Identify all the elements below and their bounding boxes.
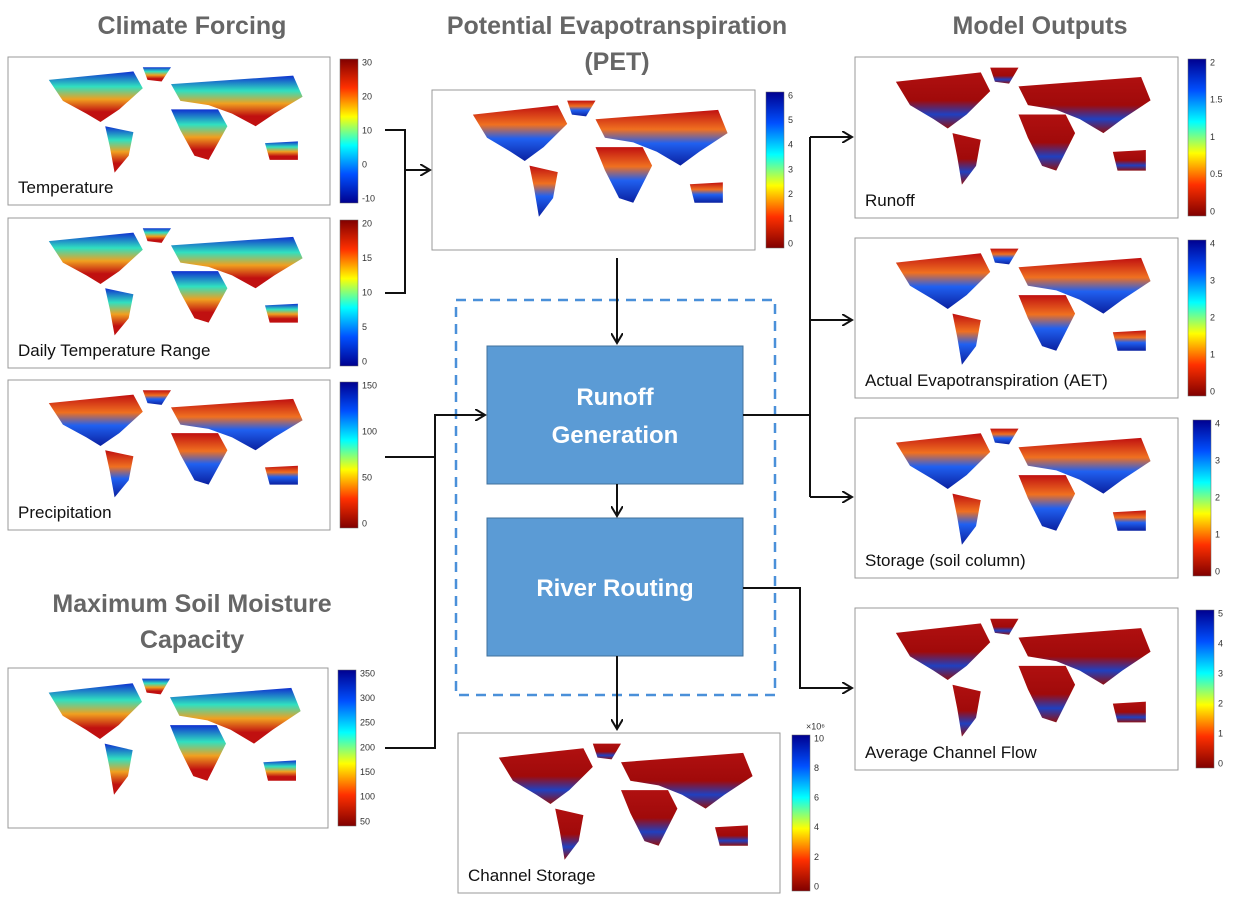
- colorbar-tick: 20: [362, 91, 372, 101]
- colorbar-tick: 0: [814, 881, 819, 891]
- colorbar-tick: 0: [362, 356, 367, 366]
- colorbar-tick: 0: [1210, 386, 1215, 396]
- colorbar-tick: 2: [814, 852, 819, 862]
- colorbar-tick: 20: [362, 218, 372, 228]
- colorbar-tick: 1: [1210, 132, 1215, 142]
- process-box: [487, 346, 743, 484]
- colorbar: [340, 220, 358, 366]
- colorbar-tick: 10: [362, 125, 372, 135]
- panel-label: Precipitation: [18, 503, 112, 522]
- colorbar-tick: 250: [360, 718, 375, 728]
- colorbar-tick: 150: [360, 767, 375, 777]
- colorbar-tick: 5: [788, 115, 793, 125]
- process-label: River Routing: [536, 575, 693, 602]
- panel-label: Average Channel Flow: [865, 743, 1037, 762]
- colorbar-tick: 4: [788, 140, 793, 150]
- colorbar: [340, 59, 358, 203]
- colorbar-tick: 0: [1218, 758, 1223, 768]
- panel-label: Daily Temperature Range: [18, 341, 210, 360]
- colorbar: [1196, 610, 1214, 768]
- colorbar: [340, 382, 358, 528]
- colorbar-tick: 3: [1215, 455, 1220, 465]
- colorbar-tick: 1: [788, 214, 793, 224]
- section-title: Potential Evapotranspiration: [447, 12, 787, 40]
- process-label: Generation: [552, 422, 679, 449]
- colorbar-tick: 5: [362, 322, 367, 332]
- diagram: Climate Forcing Potential Evapotranspira…: [0, 0, 1233, 899]
- colorbar-tick: 50: [360, 816, 370, 826]
- colorbar-tick: 300: [360, 693, 375, 703]
- colorbar: [792, 735, 810, 891]
- section-title: Climate Forcing: [98, 12, 287, 40]
- section-title: (PET): [584, 48, 649, 76]
- colorbar-tick: 2: [1215, 492, 1220, 502]
- panel-label: Channel Storage: [468, 866, 596, 885]
- colorbar-tick: 4: [1210, 238, 1215, 248]
- colorbar-tick: 6: [788, 90, 793, 100]
- colorbar-tick: 1.5: [1210, 95, 1223, 105]
- colorbar-tick: 2: [788, 189, 793, 199]
- colorbar-tick: 1: [1210, 349, 1215, 359]
- colorbar-tick: 200: [360, 742, 375, 752]
- colorbar-tick: 10: [814, 733, 824, 743]
- colorbar-tick: 8: [814, 763, 819, 773]
- colorbar: [1188, 240, 1206, 396]
- colorbar-tick: 100: [360, 792, 375, 802]
- colorbar-multiplier: ×10⁶: [806, 721, 825, 731]
- colorbar-tick: 3: [1210, 275, 1215, 285]
- colorbar-tick: 3: [1218, 668, 1223, 678]
- colorbar-tick: 4: [814, 822, 819, 832]
- colorbar: [1188, 59, 1206, 216]
- colorbar-tick: 2: [1218, 698, 1223, 708]
- colorbar-tick: 6: [814, 793, 819, 803]
- colorbar-tick: 5: [1218, 608, 1223, 618]
- panel-label: Actual Evapotranspiration (AET): [865, 371, 1108, 390]
- process-label: Runoff: [576, 384, 654, 411]
- colorbar-tick: 2: [1210, 57, 1215, 67]
- colorbar-tick: 0: [362, 159, 367, 169]
- colorbar-tick: 3: [788, 164, 793, 174]
- colorbar-tick: 30: [362, 57, 372, 67]
- colorbar-tick: 150: [362, 380, 377, 390]
- colorbar-tick: 0: [1215, 566, 1220, 576]
- colorbar-tick: -10: [362, 193, 375, 203]
- colorbar-tick: 2: [1210, 312, 1215, 322]
- colorbar-tick: 1: [1218, 728, 1223, 738]
- colorbar-tick: 10: [362, 287, 372, 297]
- colorbar-tick: 100: [362, 426, 377, 436]
- section-title: Capacity: [140, 626, 244, 654]
- section-title: Maximum Soil Moisture: [52, 590, 331, 618]
- colorbar-tick: 1: [1215, 529, 1220, 539]
- panel-label: Storage (soil column): [865, 551, 1026, 570]
- panel-label: Runoff: [865, 191, 915, 210]
- colorbar-tick: 4: [1218, 638, 1223, 648]
- panel-label: Temperature: [18, 178, 113, 197]
- colorbar-tick: 0: [788, 238, 793, 248]
- colorbar-tick: 0: [362, 518, 367, 528]
- colorbar: [766, 92, 784, 248]
- colorbar-tick: 350: [360, 668, 375, 678]
- colorbar-tick: 50: [362, 472, 372, 482]
- colorbar: [338, 670, 356, 826]
- colorbar-tick: 4: [1215, 418, 1220, 428]
- section-title: Model Outputs: [953, 12, 1128, 40]
- colorbar-tick: 0: [1210, 206, 1215, 216]
- colorbar-tick: 15: [362, 253, 372, 263]
- colorbar: [1193, 420, 1211, 576]
- colorbar-tick: 0.5: [1210, 169, 1223, 179]
